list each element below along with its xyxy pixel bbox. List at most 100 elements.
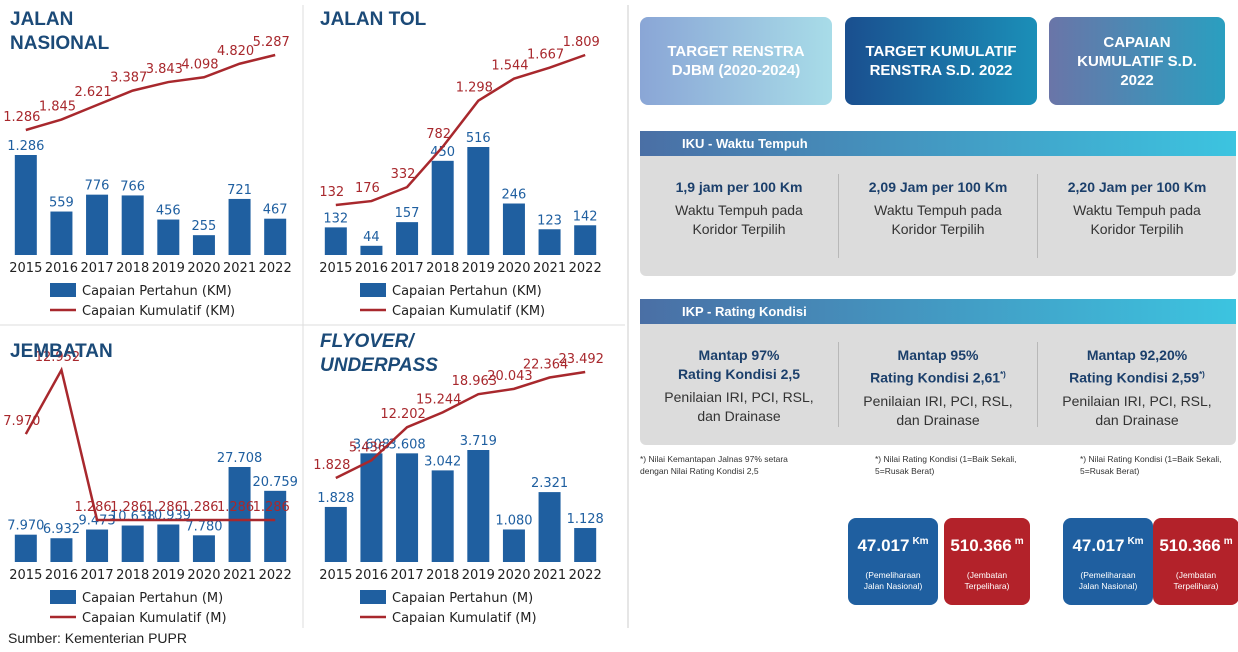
- bar: [264, 218, 287, 255]
- header-box: TARGET KUMULATIF RENSTRA S.D. 2022: [845, 17, 1037, 105]
- stat-number: 47.017: [857, 536, 910, 555]
- data-label: 1.080: [495, 513, 532, 528]
- data-label: 1.286: [110, 500, 147, 515]
- section-box: 1,9 jam per 100 Km Waktu Tempuh pada Kori…: [640, 156, 1236, 276]
- data-label: 5.287: [253, 35, 290, 50]
- indicator: Mantap 97% Rating Kondisi 2,5 Penilaian IR…: [640, 324, 838, 445]
- bar: [502, 203, 525, 255]
- data-label: 142: [573, 209, 598, 224]
- bar: [324, 227, 347, 255]
- x-tick-label: 2016: [355, 568, 388, 583]
- x-tick-label: 2019: [152, 261, 185, 276]
- legend-label: Capaian Pertahun (M): [82, 591, 223, 606]
- data-label: 44: [363, 230, 380, 245]
- stat-label: (Pemeliharaan Jalan Nasional): [863, 570, 923, 591]
- indicator-sub: Rating Kondisi 2,5: [656, 365, 822, 384]
- data-label: 516: [466, 131, 491, 146]
- line: [25, 53, 276, 132]
- indicator: Mantap 95% Rating Kondisi 2,61*) Penilaian…: [838, 342, 1037, 428]
- data-label: 721: [227, 183, 252, 198]
- indicator-text: Waktu Tempuh pada Koridor Terpilih: [1073, 202, 1201, 237]
- legend-label: Capaian Pertahun (M): [392, 591, 533, 606]
- stat-unit: Km: [1127, 536, 1144, 548]
- legend-label: Capaian Pertahun (KM): [82, 284, 232, 299]
- legend-label: Capaian Kumulatif (KM): [392, 304, 545, 319]
- data-label: 559: [49, 196, 74, 211]
- indicator-sub-text: Rating Kondisi 2,59: [1069, 369, 1200, 386]
- data-label: 1.828: [317, 491, 354, 506]
- legend-label: Capaian Pertahun (KM): [392, 284, 542, 299]
- x-tick-label: 2020: [497, 568, 530, 583]
- stat-box: 510.366 m (Jembatan Terpelihara): [944, 518, 1030, 605]
- bar: [121, 525, 144, 562]
- data-label: 3.387: [110, 71, 147, 86]
- bar: [538, 492, 561, 562]
- legend-label: Capaian Kumulatif (M): [392, 611, 537, 626]
- stat-value: 47.017 Km: [1063, 536, 1153, 556]
- x-tick-label: 2017: [81, 261, 114, 276]
- chart-title: JALAN TOL: [320, 9, 427, 30]
- indicator: Mantap 92,20% Rating Kondisi 2,59*) Penila…: [1037, 342, 1236, 428]
- data-label: 1.544: [491, 59, 528, 74]
- stat-number: 510.366: [1159, 536, 1221, 555]
- data-label: 776: [85, 179, 110, 194]
- stat-unit: m: [1223, 536, 1233, 548]
- data-label: 467: [263, 203, 288, 218]
- header-box: CAPAIAN KUMULATIF S.D. 2022: [1049, 17, 1225, 105]
- x-tick-label: 2018: [116, 261, 149, 276]
- x-tick-label: 2018: [426, 261, 459, 276]
- bar: [157, 524, 180, 562]
- x-tick-label: 2020: [187, 568, 220, 583]
- data-label: 7.970: [7, 519, 44, 534]
- stat-box: 47.017 Km (Pemeliharaan Jalan Nasional): [1063, 518, 1153, 605]
- indicator-sub-text: Rating Kondisi 2,61: [870, 369, 1001, 386]
- x-tick-label: 2016: [45, 568, 78, 583]
- chart-title: JALAN NASIONAL: [10, 9, 110, 54]
- bar: [14, 155, 37, 255]
- data-label: 1.286: [3, 110, 40, 125]
- indicator: 2,20 Jam per 100 Km Waktu Tempuh pada Kor…: [1037, 174, 1236, 258]
- indicator: 2,09 Jam per 100 Km Waktu Tempuh pada Kor…: [838, 174, 1037, 258]
- x-tick-label: 2016: [355, 261, 388, 276]
- data-label: 1.809: [563, 35, 600, 50]
- x-tick-label: 2021: [223, 568, 256, 583]
- bar: [360, 245, 383, 255]
- data-label: 132: [323, 211, 348, 226]
- x-tick-label: 2015: [9, 261, 42, 276]
- x-tick-label: 2019: [152, 568, 185, 583]
- x-tick-label: 2021: [223, 261, 256, 276]
- bar: [431, 470, 454, 562]
- section-strip: IKU - Waktu Tempuh: [640, 131, 1236, 156]
- bar: [574, 225, 597, 255]
- source: Sumber: Kementerian PUPR: [8, 630, 187, 646]
- data-label: 2.621: [74, 85, 111, 100]
- data-label: 22.364: [523, 358, 569, 373]
- legend-label: Capaian Kumulatif (KM): [82, 304, 235, 319]
- charts: 2015 2016 2017 2018 2019 2020 2021 20221.286559…: [0, 5, 629, 628]
- x-tick-label: 2022: [259, 261, 292, 276]
- indicator-text: Penilaian IRI, PCI, RSL, dan Drainase: [664, 389, 814, 424]
- bar: [228, 467, 251, 562]
- stat-value: 510.366 m: [944, 536, 1030, 556]
- data-label: 4.098: [181, 57, 218, 72]
- bar: [396, 453, 419, 562]
- x-tick-label: 2015: [319, 261, 352, 276]
- footnote-mark: *): [1000, 370, 1006, 379]
- data-label: 1.286: [7, 139, 44, 154]
- data-label: 3.608: [353, 437, 390, 452]
- data-label: 1.298: [456, 81, 493, 96]
- data-label: 766: [120, 179, 145, 194]
- x-tick-label: 2021: [533, 261, 566, 276]
- bar: [538, 229, 561, 255]
- bar: [157, 219, 180, 255]
- legend-swatch: [360, 283, 386, 297]
- bar: [228, 198, 251, 255]
- bar: [192, 535, 215, 562]
- bar: [264, 490, 287, 562]
- bar: [86, 194, 109, 255]
- stat-box: 47.017 Km (Pemeliharaan Jalan Nasional): [848, 518, 938, 605]
- bar: [14, 534, 37, 562]
- footnote-mark: *): [1199, 370, 1205, 379]
- indicator-text: Waktu Tempuh pada Koridor Terpilih: [675, 202, 803, 237]
